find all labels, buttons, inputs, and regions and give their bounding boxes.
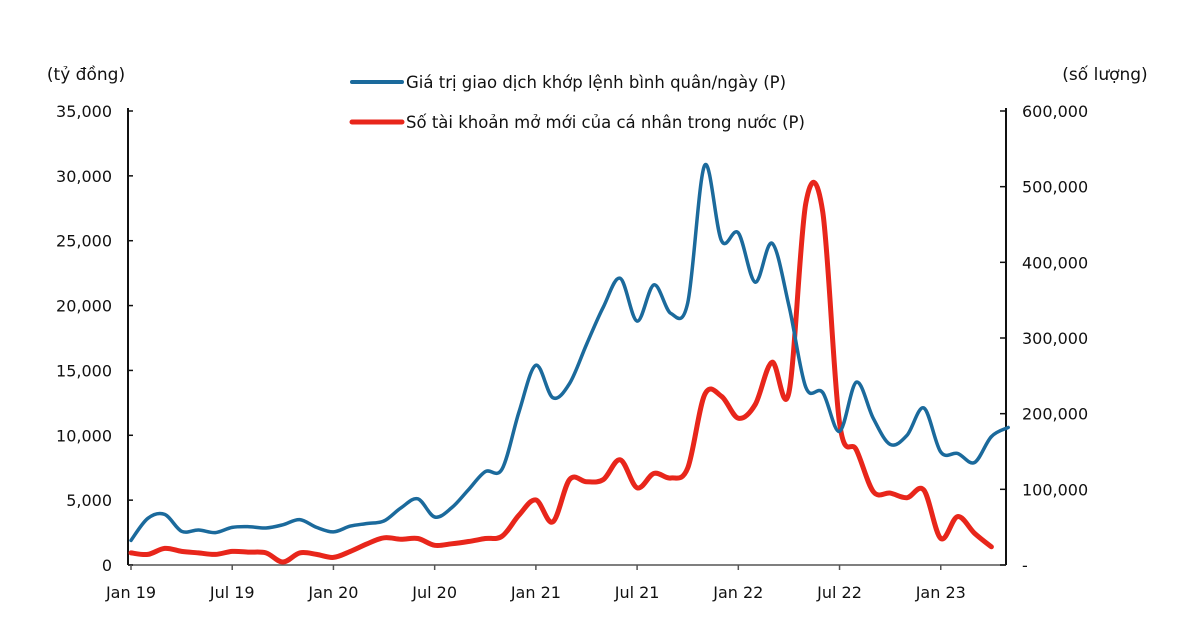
legend-label-new-accounts: Số tài khoản mở mới của cá nhân trong nư… [406,113,805,132]
right-tick-label: 500,000 [1022,178,1088,197]
left-tick-label: 15,000 [56,361,112,380]
left-tick-label: 10,000 [56,426,112,445]
right-axis-label: (số lượng) [1062,64,1147,85]
x-tick-label: Jul 19 [209,583,255,602]
left-axis-label: (tỷ đồng) [47,64,125,85]
x-tick-label: Jan 22 [712,583,763,602]
series-line-new-accounts [128,179,994,565]
x-tick-label: Jan 19 [105,583,156,602]
x-tick-label: Jul 21 [614,583,660,602]
left-tick-label: 0 [102,556,112,575]
x-tick-label: Jan 23 [915,583,966,602]
legend-label-trading-value: Giá trị giao dịch khớp lệnh bình quân/ng… [406,73,786,92]
left-tick-label: 20,000 [56,297,112,316]
legend: Giá trị giao dịch khớp lệnh bình quân/ng… [349,73,805,132]
right-tick-label: 600,000 [1022,102,1088,121]
x-tick-label: Jan 21 [510,583,561,602]
x-tick-label: Jan 20 [307,583,358,602]
left-tick-label: 25,000 [56,232,112,251]
right-tick-label: 300,000 [1022,329,1088,348]
x-tick-label: Jul 22 [816,583,862,602]
series-line-trading-value [129,163,1010,543]
left-tick-label: 5,000 [66,491,112,510]
left-tick-label: 35,000 [56,102,112,121]
right-tick-label: 200,000 [1022,405,1088,424]
left-tick-label: 30,000 [56,167,112,186]
right-tick-label: 100,000 [1022,480,1088,499]
x-tick-label: Jul 20 [411,583,457,602]
right-tick-label: 400,000 [1022,253,1088,272]
right-tick-label: - [1022,556,1028,575]
